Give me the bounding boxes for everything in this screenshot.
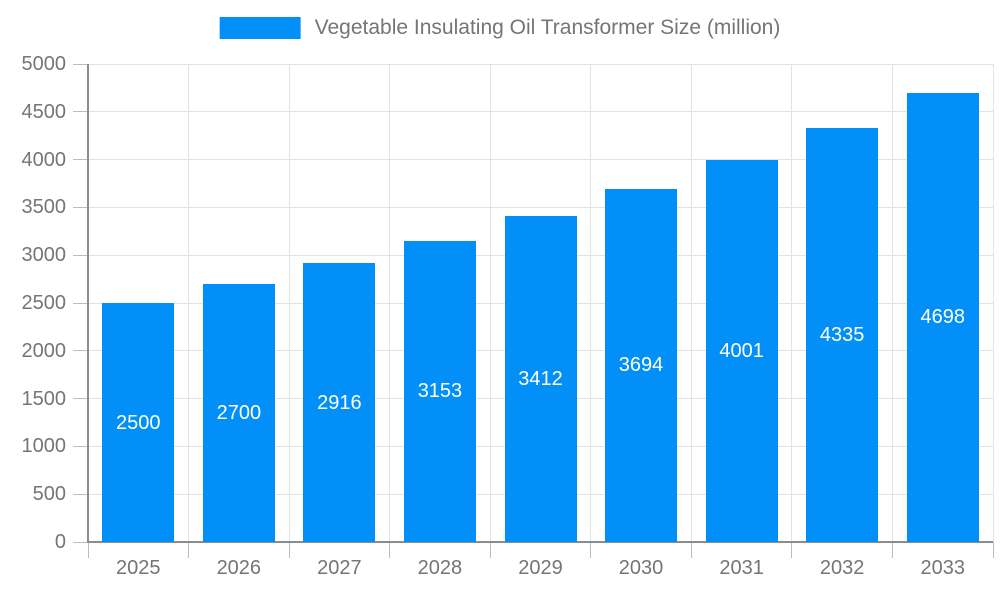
y-axis-tick-label: 2000 [21,339,67,362]
legend-swatch [219,17,301,39]
v-gridline [389,64,391,542]
bar [806,127,879,542]
y-axis-tick [73,254,88,256]
x-axis-tick [992,542,994,558]
y-axis-tick [73,302,88,304]
v-gridline [891,64,893,542]
x-axis-tick-label: 2032 [819,557,865,579]
x-axis-tick [188,542,190,558]
bar [605,188,678,542]
bar-value-label: 2500 [116,411,161,434]
v-gridline [188,64,190,542]
y-axis-tick-label: 3500 [21,196,67,219]
y-axis-tick-label: 4000 [21,148,67,171]
bar [102,303,175,542]
x-axis-tick [791,542,793,558]
v-gridline [690,64,692,542]
y-axis-tick-label: 2500 [21,292,67,314]
h-gridline [88,111,993,113]
y-axis-tick-label: 4500 [21,100,67,123]
y-axis-tick-label: 500 [32,483,66,506]
x-axis-tick [389,542,391,558]
bar-value-label: 3412 [518,367,563,390]
x-axis-line [87,541,993,543]
x-axis-tick [891,542,893,558]
legend-label: Vegetable Insulating Oil Transformer Siz… [314,16,781,39]
y-axis-line [87,64,89,542]
y-axis-tick [73,206,88,208]
y-axis-tick-label: 0 [54,531,66,553]
h-gridline [88,206,993,208]
y-axis-tick [73,541,88,543]
bar [403,240,476,542]
y-axis-tick [73,445,88,447]
y-axis-tick-label: 5000 [21,53,67,75]
bar-value-label: 3694 [618,354,664,377]
v-gridline [992,64,994,542]
bar-value-label: 2916 [317,391,362,414]
bar [906,92,979,542]
bar-value-label: 2700 [216,401,262,424]
x-axis-tick-label: 2029 [518,557,563,579]
bar-value-label: 4001 [719,339,764,362]
v-gridline [791,64,793,542]
y-axis-tick [73,159,88,161]
x-axis-tick [87,542,89,558]
v-gridline [489,64,491,542]
bar [504,215,577,542]
x-axis-tick [489,542,491,558]
x-axis-tick-label: 2028 [417,557,463,579]
x-axis-tick-label: 2031 [719,557,764,579]
y-axis-tick [73,493,88,495]
v-gridline [288,64,290,542]
y-axis-tick [73,398,88,400]
h-gridline [88,63,993,65]
bar-value-label: 4698 [920,306,965,329]
bar-value-label: 4335 [819,323,865,346]
y-axis-tick-label: 3000 [21,244,67,267]
bar [705,159,778,542]
x-axis-tick-label: 2030 [618,557,664,579]
y-axis-tick [73,63,88,65]
x-axis-tick-label: 2027 [317,557,362,579]
x-axis-tick [288,542,290,558]
x-axis-tick-label: 2033 [920,557,965,579]
y-axis-tick [73,350,88,352]
x-axis-tick [690,542,692,558]
x-axis-tick [590,542,592,558]
bar [202,283,275,542]
legend[interactable]: Vegetable Insulating Oil Transformer Siz… [219,16,781,40]
x-axis-tick-label: 2025 [116,557,161,579]
h-gridline [88,159,993,161]
v-gridline [590,64,592,542]
y-axis-tick [73,111,88,113]
y-axis-tick-label: 1000 [21,435,67,458]
bar [303,263,376,542]
bar-value-label: 3153 [417,380,463,403]
x-axis-tick-label: 2026 [216,557,262,579]
y-axis-tick-label: 1500 [21,387,67,410]
